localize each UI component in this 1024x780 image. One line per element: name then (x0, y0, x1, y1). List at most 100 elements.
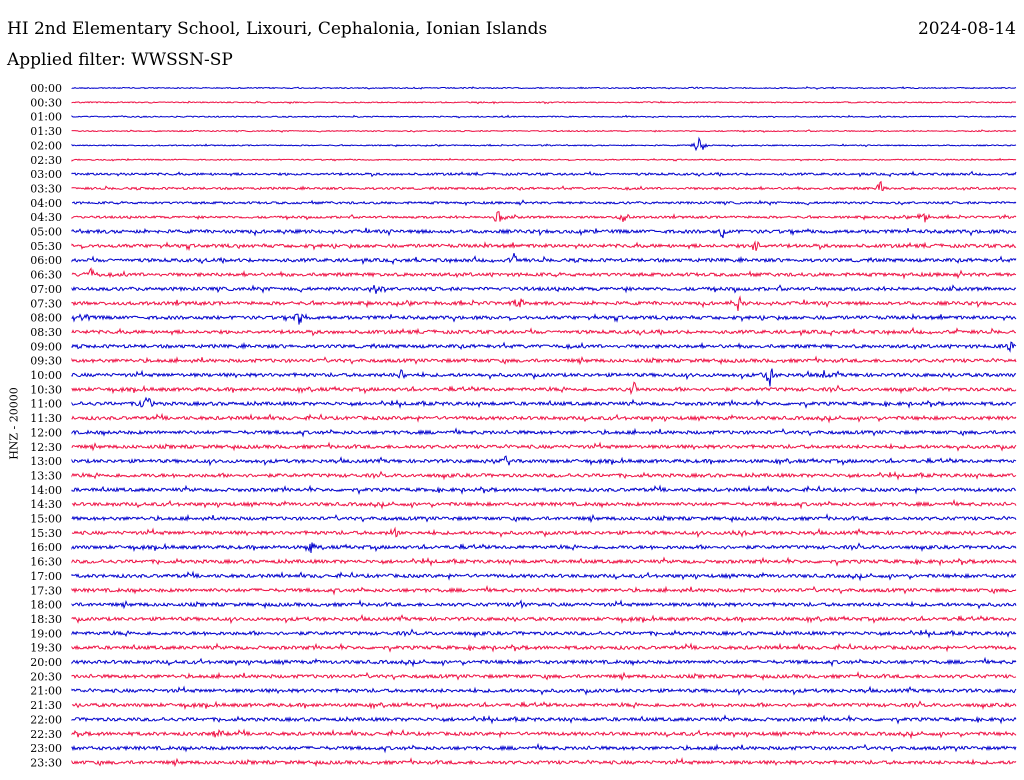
row-time-label: 06:00 (30, 254, 62, 267)
row-time-label: 22:30 (30, 728, 62, 741)
row-time-label: 08:00 (30, 312, 62, 325)
trace-row-2130 (71, 700, 1017, 711)
trace-row-2200 (71, 714, 1017, 725)
trace-row-2300 (71, 742, 1017, 754)
row-time-label: 11:30 (30, 412, 62, 425)
trace-row-1600 (71, 542, 1017, 554)
row-time-label: 18:00 (30, 599, 62, 612)
row-time-label: 15:00 (30, 513, 62, 526)
trace-row-0930 (71, 355, 1017, 366)
trace-row-0300 (71, 170, 1017, 178)
trace-row-0330 (71, 180, 1017, 192)
row-time-label: 05:30 (30, 240, 62, 253)
row-time-label: 04:30 (30, 211, 62, 224)
trace-row-0100 (71, 114, 1017, 119)
trace-row-1230 (71, 441, 1017, 452)
trace-row-0700 (71, 284, 1017, 294)
station-title: HI 2nd Elementary School, Lixouri, Cepha… (7, 19, 548, 39)
row-time-label: 09:00 (30, 340, 62, 353)
trace-row-0130 (71, 129, 1017, 133)
row-time-label: 12:30 (30, 441, 62, 454)
trace-row-1930 (71, 642, 1017, 653)
row-time-label: 05:00 (30, 226, 62, 239)
row-time-label: 03:00 (30, 168, 62, 181)
trace-row-0630 (71, 267, 1017, 280)
row-time-label: 23:00 (30, 742, 62, 755)
row-time-label: 08:30 (30, 326, 62, 339)
row-time-label: 06:30 (30, 269, 62, 282)
trace-row-0600 (71, 252, 1017, 266)
row-time-label: 03:30 (30, 182, 62, 195)
row-time-label: 20:30 (30, 670, 62, 683)
trace-row-0730 (71, 295, 1017, 311)
row-time-label: 23:30 (30, 756, 62, 769)
row-time-label: 16:30 (30, 556, 62, 569)
row-time-label: 14:00 (30, 484, 62, 497)
row-time-label: 21:30 (30, 699, 62, 712)
row-time-label: 17:30 (30, 584, 62, 597)
trace-row-2330 (71, 757, 1017, 768)
row-time-label: 07:00 (30, 283, 62, 296)
trace-row-2230 (71, 728, 1017, 740)
row-time-label: 10:30 (30, 383, 62, 396)
trace-row-1030 (71, 381, 1017, 396)
row-time-label: 02:00 (30, 139, 62, 152)
trace-row-1700 (71, 570, 1017, 582)
trace-row-1100 (71, 396, 1017, 409)
trace-row-1730 (71, 584, 1017, 596)
row-time-label: 15:30 (30, 527, 62, 540)
trace-row-1330 (71, 470, 1017, 481)
trace-row-0230 (71, 157, 1017, 162)
trace-row-0830 (71, 326, 1017, 337)
row-time-label: 11:00 (30, 398, 62, 411)
trace-row-2100 (71, 685, 1017, 696)
trace-row-1430 (71, 498, 1017, 510)
row-time-label: 21:00 (30, 685, 62, 698)
row-time-label: 19:30 (30, 642, 62, 655)
trace-row-1130 (71, 412, 1017, 424)
trace-row-1800 (71, 599, 1017, 610)
row-time-label: 01:00 (30, 111, 62, 124)
row-time-label: 16:00 (30, 541, 62, 554)
trace-row-0030 (71, 100, 1017, 105)
row-time-label: 09:30 (30, 355, 62, 368)
trace-row-0530 (71, 240, 1017, 252)
filter-label: Applied filter: WWSSN-SP (7, 50, 233, 70)
trace-row-0900 (71, 341, 1017, 353)
row-time-label: 00:00 (30, 82, 62, 95)
trace-row-1500 (71, 513, 1017, 524)
trace-row-1900 (71, 628, 1017, 639)
row-time-label: 22:00 (30, 713, 62, 726)
trace-row-0000 (71, 86, 1017, 90)
row-time-label: 04:00 (30, 197, 62, 210)
row-time-label: 13:30 (30, 469, 62, 482)
trace-row-0430 (71, 211, 1017, 223)
trace-row-2000 (71, 656, 1017, 668)
row-time-label: 14:30 (30, 498, 62, 511)
row-time-label: 12:00 (30, 426, 62, 439)
trace-row-0400 (71, 199, 1017, 207)
trace-row-1300 (71, 455, 1017, 467)
trace-row-0200 (71, 136, 1017, 152)
row-time-label: 02:30 (30, 154, 62, 167)
trace-row-1000 (71, 368, 1017, 387)
row-time-label: 07:30 (30, 297, 62, 310)
row-time-label: 20:00 (30, 656, 62, 669)
trace-row-1530 (71, 526, 1017, 539)
row-time-label: 00:30 (30, 96, 62, 109)
row-time-label: 19:00 (30, 627, 62, 640)
row-time-label: 01:30 (30, 125, 62, 138)
row-time-label: 13:00 (30, 455, 62, 468)
trace-row-1400 (71, 484, 1017, 496)
row-time-label: 18:30 (30, 613, 62, 626)
trace-row-1630 (71, 556, 1017, 567)
trace-row-0500 (71, 227, 1017, 239)
trace-row-0800 (71, 312, 1017, 325)
trace-row-1830 (71, 613, 1017, 625)
trace-row-2030 (71, 671, 1017, 682)
trace-row-1200 (71, 427, 1017, 438)
row-time-label: 17:00 (30, 570, 62, 583)
date-label: 2024-08-14 (917, 19, 1016, 39)
row-time-label: 10:00 (30, 369, 62, 382)
